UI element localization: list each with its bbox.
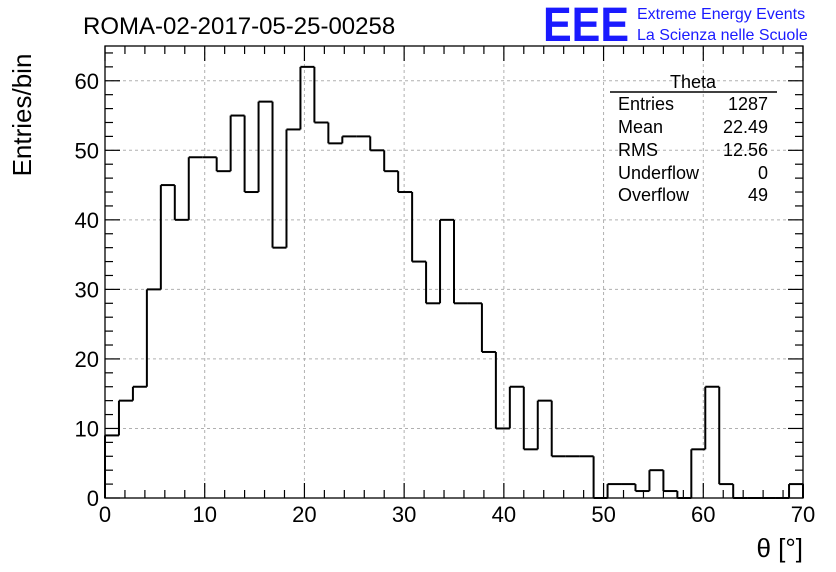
y-tick-label: 10 [75, 416, 99, 441]
stats-box: Theta Entries 1287 Mean 22.49 RMS 12.56 … [610, 72, 777, 205]
run-title: ROMA-02-2017-05-25-00258 [83, 13, 395, 40]
org-name: Extreme Energy Events [637, 6, 805, 23]
x-tick-label: 70 [791, 502, 815, 527]
axis-ticks [104, 46, 804, 499]
y-tick-label: 0 [87, 486, 99, 511]
x-tick-label: 20 [292, 502, 316, 527]
stats-value-rms: 12.56 [723, 140, 768, 160]
stats-value-overflow: 49 [748, 185, 768, 205]
experiment-logo: EEE Extreme Energy Events La Scienza nel… [543, 0, 808, 52]
histogram [104, 65, 804, 499]
y-tick-label: 20 [75, 347, 99, 372]
y-axis-title: Entries/bin [7, 54, 37, 177]
stats-label-rms: RMS [618, 140, 658, 160]
x-tick-label: 30 [392, 502, 416, 527]
stats-label-mean: Mean [618, 117, 663, 137]
x-tick-label: 0 [99, 502, 111, 527]
y-tick-label: 50 [75, 138, 99, 163]
y-tick-label: 60 [75, 69, 99, 94]
stats-label-overflow: Overflow [618, 185, 690, 205]
org-tagline: La Scienza nelle Scuole [637, 27, 808, 44]
logo-wordmark: EEE [543, 0, 629, 52]
stats-label-underflow: Underflow [618, 163, 700, 183]
stats-value-entries: 1287 [728, 94, 768, 114]
stats-value-mean: 22.49 [723, 117, 768, 137]
y-tick-labels: 0 10 20 30 40 50 60 [75, 69, 99, 511]
x-tick-labels: 0 10 20 30 40 50 60 70 [99, 502, 815, 527]
x-tick-label: 10 [192, 502, 216, 527]
x-tick-label: 60 [691, 502, 715, 527]
y-tick-label: 40 [75, 208, 99, 233]
x-tick-label: 50 [591, 502, 615, 527]
stats-value-underflow: 0 [758, 163, 768, 183]
x-axis-title: θ [°] [756, 533, 803, 563]
plot-frame [104, 45, 804, 499]
x-tick-label: 40 [492, 502, 516, 527]
stats-title: Theta [670, 72, 717, 92]
y-tick-label: 30 [75, 277, 99, 302]
stats-label-entries: Entries [618, 94, 674, 114]
